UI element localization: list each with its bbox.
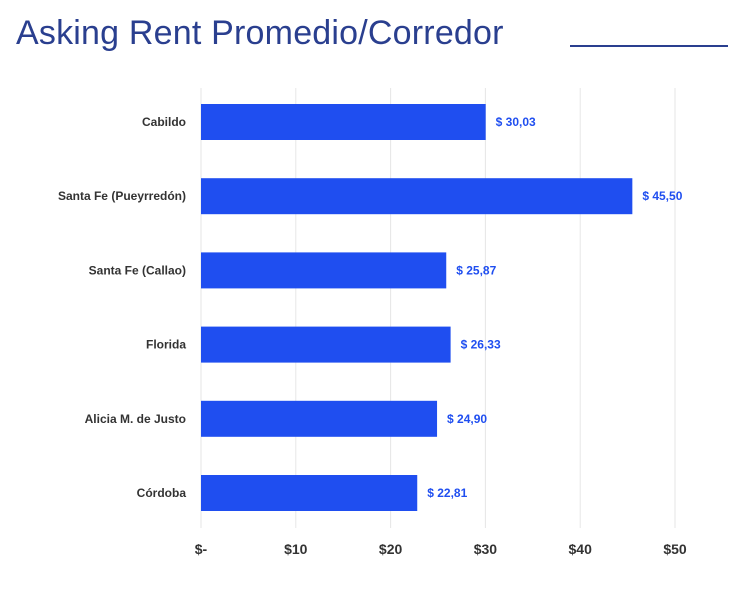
category-labels: Cabildo Santa Fe (Pueyrredón) Santa Fe (Ca… xyxy=(58,115,186,500)
x-axis-ticks: $- $10 $20 $30 $40 $50 xyxy=(195,541,687,557)
bar xyxy=(201,475,418,511)
category-label: Cabildo xyxy=(142,115,186,129)
category-label: Córdoba xyxy=(137,486,187,500)
category-label: Alicia M. de Justo xyxy=(85,412,186,426)
value-label: $ 22,81 xyxy=(427,486,467,500)
bar xyxy=(201,178,633,215)
bar xyxy=(201,252,447,289)
x-tick-label: $- xyxy=(195,541,208,557)
value-label: $ 45,50 xyxy=(642,189,682,203)
bar xyxy=(201,400,438,437)
grid-lines xyxy=(200,88,676,528)
value-label: $ 30,03 xyxy=(496,115,536,129)
value-label: $ 26,33 xyxy=(461,338,501,352)
x-tick-label: $40 xyxy=(569,541,593,557)
x-tick-label: $50 xyxy=(663,541,687,557)
category-label: Florida xyxy=(146,338,186,352)
bars xyxy=(201,104,633,511)
value-label: $ 24,90 xyxy=(447,412,487,426)
x-tick-label: $10 xyxy=(284,541,308,557)
value-label: $ 25,87 xyxy=(456,263,496,277)
x-tick-label: $30 xyxy=(474,541,498,557)
x-tick-label: $20 xyxy=(379,541,403,557)
value-labels: $ 30,03 $ 45,50 $ 25,87 $ 26,33 $ 24,90 $ 22,… xyxy=(427,115,682,500)
bar xyxy=(201,326,451,363)
bar xyxy=(201,104,486,140)
category-label: Santa Fe (Callao) xyxy=(89,263,186,277)
category-label: Santa Fe (Pueyrredón) xyxy=(58,189,186,203)
title-underline xyxy=(570,45,728,47)
chart-title: Asking Rent Promedio/Corredor xyxy=(16,14,504,52)
